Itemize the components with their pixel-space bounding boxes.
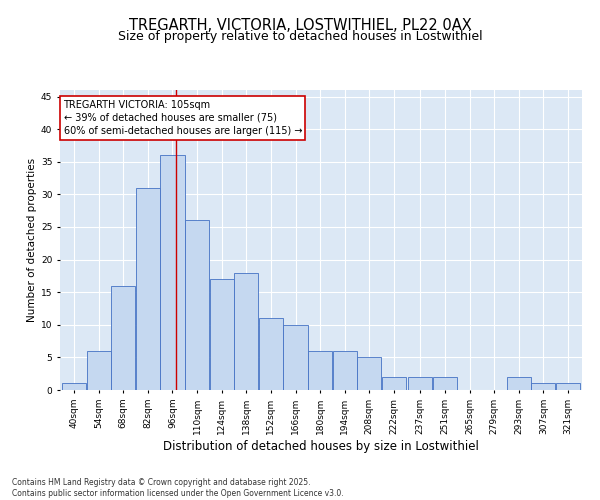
- Bar: [556, 384, 580, 390]
- Bar: [408, 377, 433, 390]
- Bar: [433, 377, 457, 390]
- Bar: [234, 272, 259, 390]
- Bar: [111, 286, 136, 390]
- Bar: [506, 377, 531, 390]
- Bar: [209, 279, 234, 390]
- Bar: [357, 358, 382, 390]
- Text: TREGARTH, VICTORIA, LOSTWITHIEL, PL22 0AX: TREGARTH, VICTORIA, LOSTWITHIEL, PL22 0A…: [128, 18, 472, 32]
- Text: TREGARTH VICTORIA: 105sqm
← 39% of detached houses are smaller (75)
60% of semi-: TREGARTH VICTORIA: 105sqm ← 39% of detac…: [64, 100, 302, 136]
- Bar: [62, 384, 86, 390]
- Bar: [283, 325, 308, 390]
- Text: Contains HM Land Registry data © Crown copyright and database right 2025.
Contai: Contains HM Land Registry data © Crown c…: [12, 478, 344, 498]
- Y-axis label: Number of detached properties: Number of detached properties: [26, 158, 37, 322]
- Bar: [259, 318, 283, 390]
- Text: Size of property relative to detached houses in Lostwithiel: Size of property relative to detached ho…: [118, 30, 482, 43]
- Bar: [185, 220, 209, 390]
- X-axis label: Distribution of detached houses by size in Lostwithiel: Distribution of detached houses by size …: [163, 440, 479, 452]
- Bar: [531, 384, 556, 390]
- Bar: [136, 188, 160, 390]
- Bar: [86, 351, 111, 390]
- Bar: [332, 351, 357, 390]
- Bar: [308, 351, 332, 390]
- Bar: [160, 155, 185, 390]
- Bar: [382, 377, 406, 390]
